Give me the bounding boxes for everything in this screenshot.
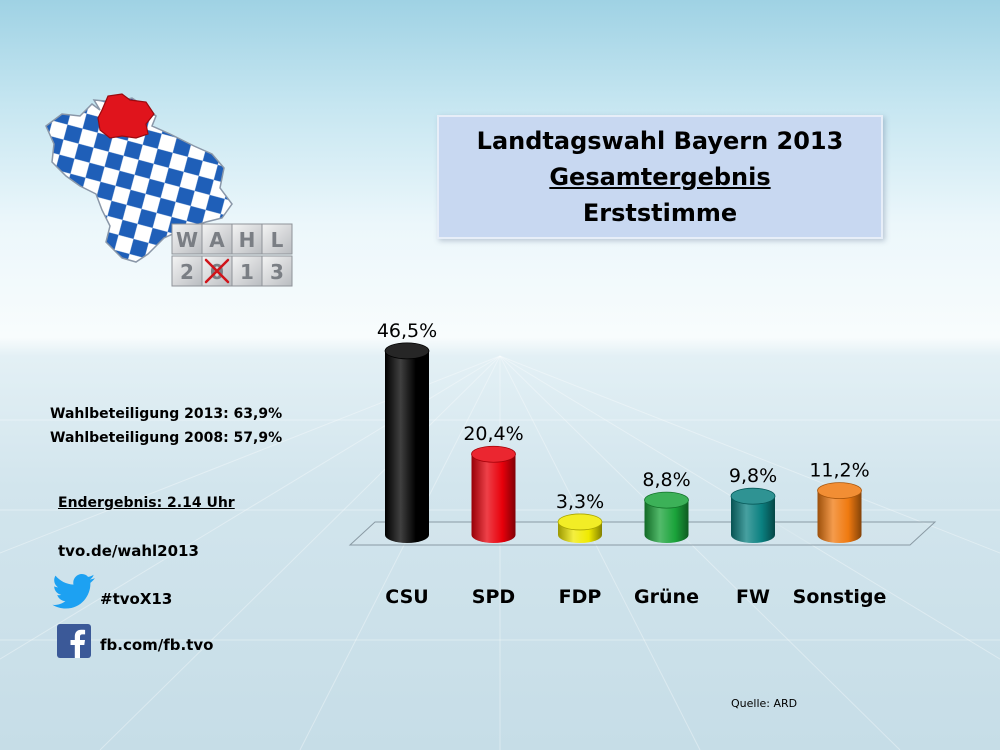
bar-top-csu <box>384 342 430 360</box>
twitter-icon <box>52 574 95 609</box>
bavaria-map-icon <box>45 97 233 263</box>
facebook-icon <box>57 624 91 658</box>
bar-chart: 46,5% CSU 20,4% SPD 3,3% FDP 8,8% Grüne 9,8% FW 11… <box>348 320 937 608</box>
value-label: 8,8% <box>642 469 690 491</box>
svg-text:1: 1 <box>240 260 254 284</box>
category-label: SPD <box>472 586 515 608</box>
bar-sonstige <box>817 490 862 543</box>
svg-text:A: A <box>209 228 225 252</box>
ballot-cross-icon <box>204 258 230 284</box>
value-label: 9,8% <box>729 465 777 487</box>
bavaria-election-logo: W A H L 2 0 1 3 <box>45 93 293 287</box>
chart-subtitle: Gesamtergebnis <box>549 163 771 191</box>
svg-text:L: L <box>271 228 284 252</box>
category-label: CSU <box>385 586 428 608</box>
category-label: FW <box>736 586 770 608</box>
value-label: 3,3% <box>556 491 604 513</box>
endresult-time: Endergebnis: 2.14 Uhr <box>58 495 235 511</box>
website-link[interactable]: tvo.de/wahl2013 <box>58 542 199 560</box>
value-label: 46,5% <box>377 320 437 342</box>
bar-fw <box>731 496 775 543</box>
category-label: Grüne <box>634 586 699 608</box>
bar-spd <box>471 454 516 543</box>
bar-top-sonstige <box>817 482 862 500</box>
bar-top-spd <box>471 445 516 463</box>
value-label: 11,2% <box>809 460 869 482</box>
category-label: FDP <box>559 586 602 608</box>
bar-top-fdp <box>557 513 603 531</box>
svg-text:H: H <box>239 228 256 252</box>
title-box: Landtagswahl Bayern 2013 Gesamtergebnis … <box>437 115 883 239</box>
turnout-2008: Wahlbeteiligung 2008: 57,9% <box>50 430 283 446</box>
highlighted-region-icon <box>97 93 155 139</box>
wahl-cubes-icon: W A H L 2 0 1 3 <box>171 223 293 287</box>
turnout-2013: Wahlbeteiligung 2013: 63,9% <box>50 406 283 422</box>
bar-csu <box>385 350 429 543</box>
svg-text:W: W <box>176 228 198 252</box>
chart-subtitle-vote: Erststimme <box>582 199 738 227</box>
chart-title: Landtagswahl Bayern 2013 <box>476 127 844 155</box>
bar-grüne <box>644 500 689 543</box>
bar-top-grüne <box>644 491 689 509</box>
source-note: Quelle: ARD <box>731 697 798 710</box>
svg-text:3: 3 <box>270 260 284 284</box>
category-label: Sonstige <box>793 586 887 608</box>
value-label: 20,4% <box>463 423 523 445</box>
svg-text:2: 2 <box>180 260 194 284</box>
facebook-link[interactable]: fb.com/fb.tvo <box>100 636 214 654</box>
twitter-hashtag[interactable]: #tvoX13 <box>100 590 173 608</box>
bar-top-fw <box>730 487 776 505</box>
